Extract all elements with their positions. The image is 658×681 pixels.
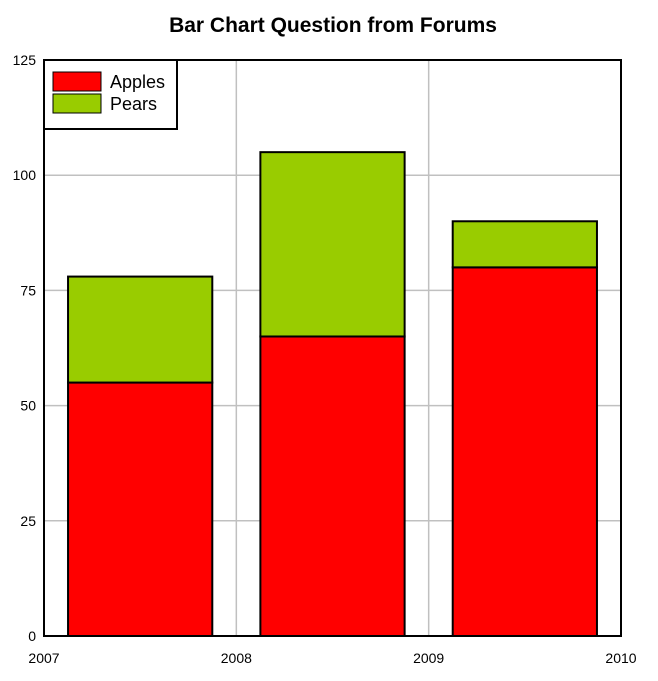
bar-pears-2009 (451, 220, 598, 269)
bar-pears-2007 (67, 275, 214, 384)
x-axis-tick-labels: 2007 2008 2009 2010 (28, 650, 636, 666)
x-tick-label: 2009 (413, 650, 444, 666)
chart-title: Bar Chart Question from Forums (169, 14, 497, 37)
legend-swatch-apples (52, 71, 102, 92)
x-tick-label: 2007 (28, 650, 59, 666)
bar-apples-2009 (451, 266, 598, 637)
legend-label-apples: Apples (110, 72, 165, 92)
x-tick-label: 2010 (605, 650, 636, 666)
bar-apples-2008 (259, 335, 406, 637)
bars (67, 151, 598, 637)
y-tick-label: 100 (13, 167, 37, 183)
legend-swatch-pears (52, 93, 102, 114)
x-tick-label: 2008 (221, 650, 252, 666)
y-axis-tick-labels: 0 25 50 75 100 125 (13, 52, 37, 644)
y-tick-label: 50 (20, 398, 36, 414)
y-tick-label: 75 (20, 282, 36, 298)
bar-pears-2008 (259, 151, 406, 338)
y-tick-label: 125 (13, 52, 37, 68)
y-tick-label: 25 (20, 513, 36, 529)
y-tick-label: 0 (28, 628, 36, 644)
legend-label-pears: Pears (110, 94, 157, 114)
bar-apples-2007 (67, 381, 214, 637)
plot-area-frame (43, 59, 622, 637)
